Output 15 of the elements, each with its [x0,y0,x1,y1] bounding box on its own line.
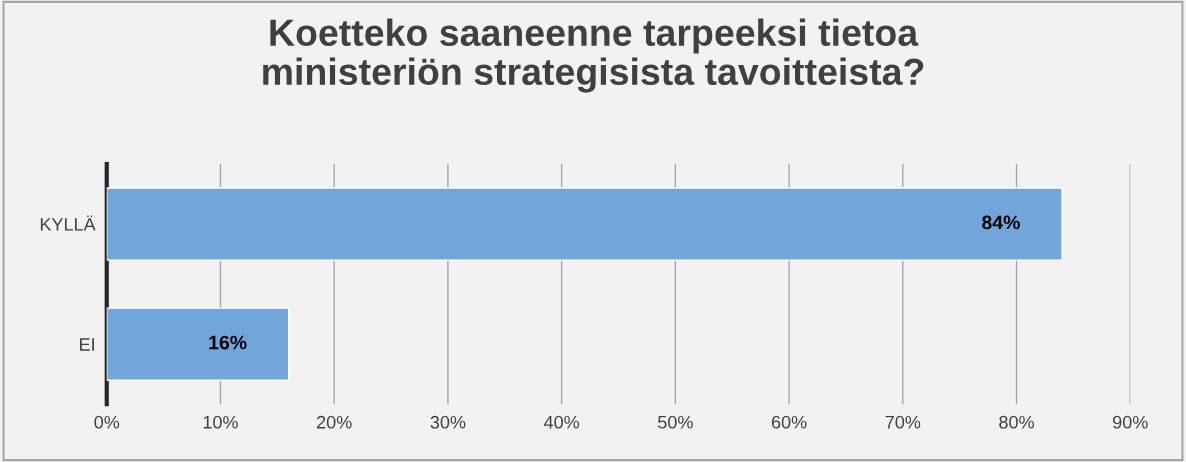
x-tick-label: 40% [543,415,580,429]
x-tick-label: 20% [317,415,352,429]
chart-title: Koetteko saaneenne tarpeeksi tietoa ministeriön strategisista tavoitteista? [263,18,924,93]
x-tick-label: 80% [999,415,1034,429]
y-tick-label: EI [80,338,94,351]
x-tick-label: 0% [94,415,120,429]
y-tick-label: KYLLÄ [40,215,96,231]
x-tick-label: 50% [658,415,693,429]
x-tick-label: 60% [771,415,807,429]
x-tick-label: 30% [430,415,466,429]
data-label: 84% [982,215,1020,230]
x-tick-label: 90% [1113,415,1148,429]
x-tick-label: 10% [203,415,238,429]
data-label: 16% [209,335,247,350]
x-tick-label: 70% [885,415,921,429]
